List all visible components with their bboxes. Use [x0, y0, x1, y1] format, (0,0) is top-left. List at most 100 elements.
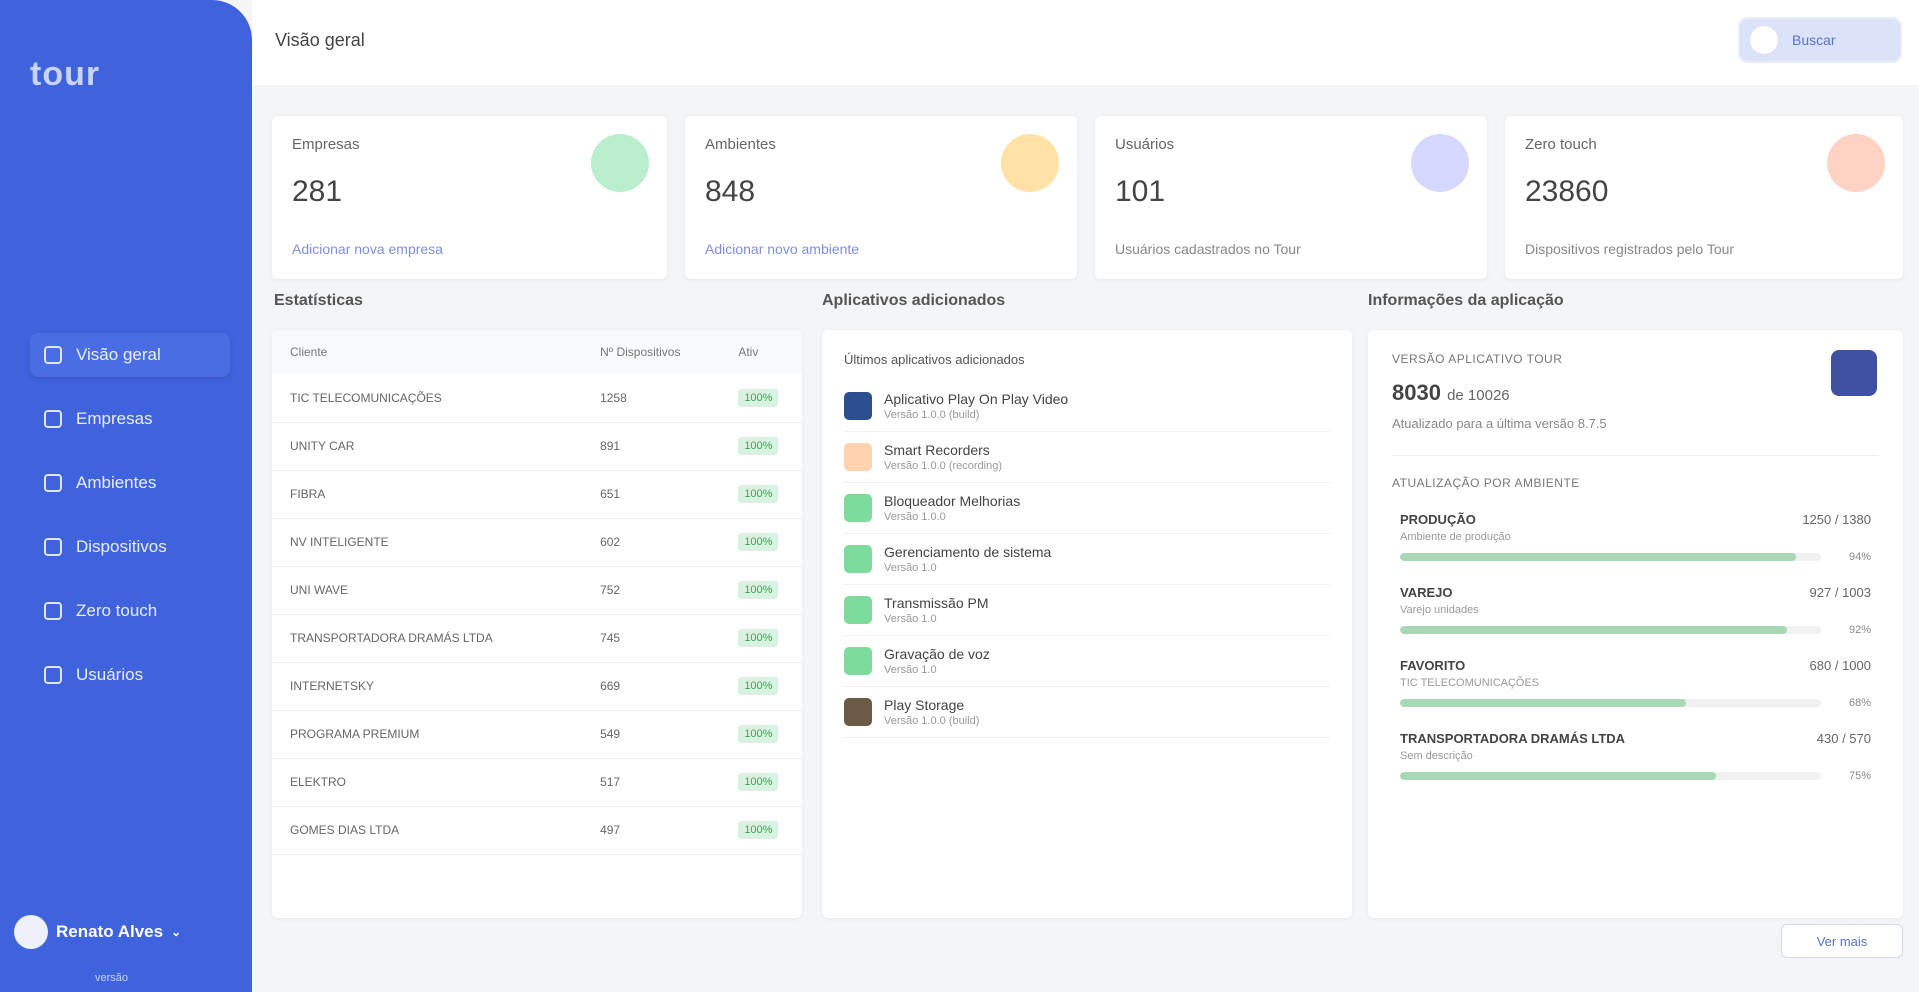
divider: [1392, 455, 1879, 456]
sidebar-item-4[interactable]: Zero touch: [30, 589, 230, 633]
version-total: de 10026: [1447, 387, 1510, 404]
sidebar-item-label: Zero touch: [76, 601, 158, 620]
card-value: 281: [292, 175, 343, 208]
card-note: Dispositivos registrados pelo Tour: [1525, 241, 1735, 257]
table-cell: 100%: [720, 374, 802, 423]
env-row: VAREJO 927 / 1003: [1400, 585, 1871, 600]
app-text: Bloqueador Melhorias Versão 1.0.0: [884, 493, 1020, 523]
app-name: Gerenciamento de sistema: [884, 544, 1052, 560]
table-row[interactable]: INTERNETSKY 669 100%: [272, 662, 802, 711]
table-row[interactable]: TIC TELECOMUNICAÇÕES 1258 100%: [272, 374, 802, 423]
card-icon: [1001, 134, 1059, 192]
table-cell: 549: [582, 710, 721, 759]
table-cell: 100%: [720, 758, 802, 807]
env-count: 680 / 1000: [1809, 658, 1871, 673]
table-cell: 669: [582, 662, 721, 711]
table-cell: TIC TELECOMUNICAÇÕES: [272, 374, 583, 423]
search-icon: [1750, 26, 1778, 54]
progress-percent: 92%: [1848, 624, 1871, 636]
app-icon: [844, 596, 872, 624]
nav-icon: [44, 474, 62, 492]
progress-fill: [1400, 699, 1687, 707]
nav-icon: [44, 410, 62, 428]
avatar: [14, 915, 48, 949]
app-name: Bloqueador Melhorias: [884, 493, 1021, 509]
table-cell: 497: [582, 806, 721, 855]
progress-bar: [1400, 553, 1821, 561]
table-row[interactable]: UNITY CAR 891 100%: [272, 422, 802, 471]
env-count: 430 / 570: [1816, 731, 1871, 746]
sidebar-item-0[interactable]: Visão geral: [30, 333, 230, 377]
stat-card: Usuários 101 Usuários cadastrados no Tour: [1095, 116, 1487, 279]
env-title: ATUALIZAÇÃO POR AMBIENTE: [1392, 476, 1580, 490]
status-badge: 100%: [738, 533, 779, 551]
see-more-button[interactable]: Ver mais: [1781, 924, 1903, 958]
env-sub: Ambiente de produção: [1400, 531, 1511, 543]
search-button[interactable]: Buscar: [1738, 17, 1902, 63]
user-name: Renato Alves: [56, 922, 164, 941]
list-item[interactable]: Aplicativo Play On Play Video Versão 1.0.…: [844, 381, 1330, 432]
list-item[interactable]: Transmissão PM Versão 1.0: [844, 585, 1330, 636]
env-name: TRANSPORTADORA DRAMÁS LTDA: [1400, 731, 1626, 746]
table-cell: UNI WAVE: [272, 566, 583, 615]
card-value: 101: [1115, 175, 1166, 208]
app-icon: [844, 545, 872, 573]
table-cell: 745: [582, 614, 721, 663]
list-item[interactable]: Gerenciamento de sistema Versão 1.0: [844, 534, 1330, 585]
table-row[interactable]: TRANSPORTADORA DRAMÁS LTDA 745 100%: [272, 614, 802, 663]
env-count: 1250 / 1380: [1802, 512, 1871, 527]
list-item[interactable]: Bloqueador Melhorias Versão 1.0.0: [844, 483, 1330, 534]
list-item[interactable]: Gravação de voz Versão 1.0: [844, 636, 1330, 687]
sidebar-nav: Visão geral Empresas Ambientes Dispositivos…: [30, 333, 230, 717]
sidebar-item-5[interactable]: Usuários: [30, 653, 230, 697]
sidebar-item-1[interactable]: Empresas: [30, 397, 230, 441]
version-label: VERSÃO APLICATIVO TOUR: [1392, 352, 1563, 366]
env-row: TRANSPORTADORA DRAMÁS LTDA 430 / 570: [1400, 731, 1871, 746]
card-value: 23860: [1525, 175, 1609, 208]
table-row[interactable]: UNI WAVE 752 100%: [272, 566, 802, 615]
column-header: Nº Dispositivos: [582, 330, 721, 374]
table-row[interactable]: ELEKTRO 517 100%: [272, 758, 802, 807]
table-row[interactable]: PROGRAMA PREMIUM 549 100%: [272, 710, 802, 759]
table-row[interactable]: FIBRA 651 100%: [272, 470, 802, 519]
card-link[interactable]: Adicionar novo ambiente: [705, 241, 860, 257]
env-item: TRANSPORTADORA DRAMÁS LTDA 430 / 570 Sem d…: [1400, 731, 1871, 782]
table-row[interactable]: NV INTELIGENTE 602 100%: [272, 518, 802, 567]
stat-card: Zero touch 23860 Dispositivos registrados …: [1505, 116, 1903, 279]
progress-bar: [1400, 772, 1821, 780]
list-item[interactable]: Smart Recorders Versão 1.0.0 (recording): [844, 432, 1330, 483]
nav-icon: [44, 538, 62, 556]
card-label: Empresas: [292, 136, 360, 153]
stat-card: Ambientes 848 Adicionar novo ambiente: [685, 116, 1077, 279]
table-cell: 100%: [720, 566, 802, 615]
status-badge: 100%: [738, 725, 779, 743]
env-name: PRODUÇÃO: [1400, 512, 1476, 527]
column-header: Cliente: [272, 330, 583, 374]
sidebar-item-3[interactable]: Dispositivos: [30, 525, 230, 569]
app-icon: [844, 494, 872, 522]
stats-table: Cliente Nº Dispositivos Ativ TIC TELECOMUNI…: [272, 330, 802, 855]
app-icon: [844, 443, 872, 471]
progress: 75%: [1400, 770, 1871, 782]
progress: 68%: [1400, 697, 1871, 709]
card-link[interactable]: Adicionar nova empresa: [292, 241, 443, 257]
version-count: 8030: [1392, 380, 1441, 405]
app-icon: [844, 392, 872, 420]
page-title: Visão geral: [275, 30, 365, 50]
app-name: Transmissão PM: [884, 595, 989, 611]
list-item[interactable]: Play Storage Versão 1.0.0 (build): [844, 687, 1330, 738]
section-title-apps: Aplicativos adicionados: [822, 292, 1006, 309]
progress-percent: 68%: [1848, 697, 1871, 709]
app-text: Smart Recorders Versão 1.0.0 (recording): [884, 442, 1002, 472]
table-cell: 100%: [720, 662, 802, 711]
app-version: Versão 1.0.0: [884, 511, 946, 523]
app-name: Play Storage: [884, 697, 965, 713]
progress: 92%: [1400, 624, 1871, 636]
stat-card: Empresas 281 Adicionar nova empresa: [272, 116, 667, 279]
app-text: Aplicativo Play On Play Video Versão 1.0.…: [884, 391, 1068, 421]
stats-panel: Cliente Nº Dispositivos Ativ TIC TELECOMUNI…: [272, 330, 802, 918]
user-menu[interactable]: Renato Alves ⌄: [14, 915, 181, 949]
sidebar-item-2[interactable]: Ambientes: [30, 461, 230, 505]
table-row[interactable]: GOMES DIAS LTDA 497 100%: [272, 806, 802, 855]
status-badge: 100%: [738, 485, 779, 503]
